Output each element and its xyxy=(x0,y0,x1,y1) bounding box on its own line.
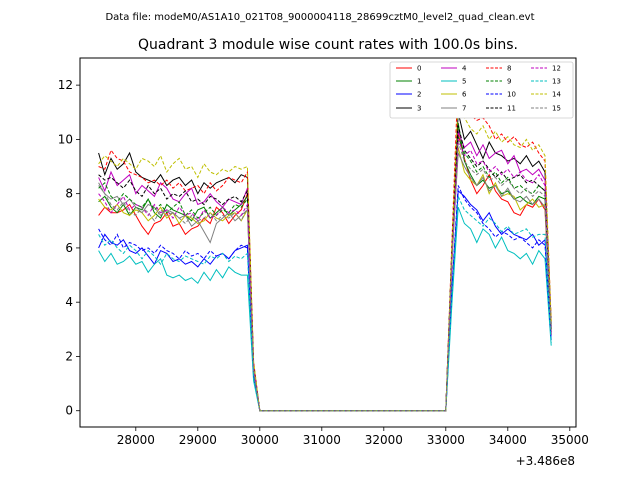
chart-suptitle: Data file: modeM0/AS1A10_021T08_90000041… xyxy=(105,12,534,23)
y-axis: 0 2 4 6 8 10 12 xyxy=(58,78,80,418)
legend-label-0: 0 xyxy=(417,65,421,73)
series-line-13 xyxy=(98,196,552,412)
series-line-5 xyxy=(98,207,552,412)
y-tick-label: 10 xyxy=(58,132,73,146)
x-tick-label: 35000 xyxy=(551,433,589,447)
legend-label-15: 15 xyxy=(552,105,561,113)
x-tick-label: 34000 xyxy=(489,433,527,447)
legend-label-9: 9 xyxy=(507,78,511,86)
legend-label-7: 7 xyxy=(462,105,466,113)
series-line-3 xyxy=(98,112,552,412)
series-line-0 xyxy=(98,133,552,412)
series-line-4 xyxy=(98,131,552,412)
series-line-7 xyxy=(98,152,552,412)
plot-lines xyxy=(98,74,552,412)
y-tick-label: 12 xyxy=(58,78,73,92)
x-tick-label: 28000 xyxy=(117,433,155,447)
legend-label-12: 12 xyxy=(552,65,561,73)
legend-box xyxy=(389,61,574,119)
x-tick-label: 33000 xyxy=(427,433,465,447)
legend-label-5: 5 xyxy=(462,78,466,86)
series-line-6 xyxy=(98,147,552,412)
series-line-14 xyxy=(98,98,552,412)
legend-label-1: 1 xyxy=(417,78,421,86)
x-tick-label: 32000 xyxy=(365,433,403,447)
y-tick-label: 0 xyxy=(65,404,73,418)
legend-label-13: 13 xyxy=(552,78,561,86)
x-tick-label: 30000 xyxy=(241,433,279,447)
y-tick-label: 4 xyxy=(65,295,73,309)
series-line-8 xyxy=(98,74,552,412)
series-line-10 xyxy=(98,185,552,412)
legend-label-2: 2 xyxy=(417,91,421,99)
legend-label-14: 14 xyxy=(552,91,561,99)
series-line-11 xyxy=(98,125,552,412)
plot-frame xyxy=(79,57,577,428)
x-tick-label: 31000 xyxy=(303,433,341,447)
legend-label-4: 4 xyxy=(462,65,467,73)
legend-label-3: 3 xyxy=(417,105,421,113)
legend-label-10: 10 xyxy=(507,91,516,99)
legend-label-6: 6 xyxy=(462,91,467,99)
series-line-12 xyxy=(98,139,552,412)
chart-title: Quadrant 3 module wise count rates with … xyxy=(138,37,518,53)
x-tick-label: 29000 xyxy=(179,433,217,447)
legend-label-8: 8 xyxy=(507,65,511,73)
x-offset-label: +3.486e8 xyxy=(516,454,575,468)
series-line-9 xyxy=(98,136,552,412)
y-tick-label: 2 xyxy=(65,349,73,363)
x-axis: 28000 29000 30000 31000 32000 33000 34000 35000 xyxy=(117,427,589,447)
y-tick-label: 6 xyxy=(65,241,73,255)
series-line-15 xyxy=(98,141,552,412)
y-tick-label: 8 xyxy=(65,187,73,201)
legend-label-11: 11 xyxy=(507,105,516,113)
